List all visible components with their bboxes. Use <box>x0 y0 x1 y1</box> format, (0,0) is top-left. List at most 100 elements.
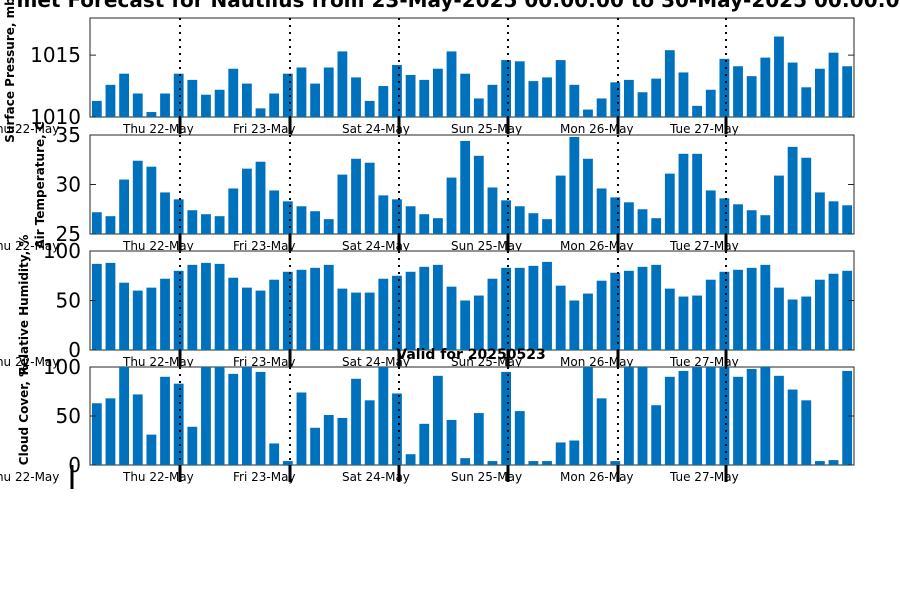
bar <box>160 278 170 350</box>
bar <box>814 68 825 117</box>
y-axis-label: Cloud Cover, % <box>17 365 31 465</box>
y-tick-label: 50 <box>56 289 81 313</box>
bar <box>187 210 198 234</box>
bar <box>351 378 361 465</box>
bar <box>787 389 798 465</box>
bar <box>173 73 184 117</box>
bar <box>419 214 430 234</box>
panels: 1010 1015 Thu 22-May Thu 22-May Fri 23-May Sa… <box>0 0 855 489</box>
bar <box>473 98 484 117</box>
panel-1: 1010 1015 Thu 22-May Thu 22-May Fri 23-May Sa… <box>0 0 855 143</box>
bar <box>378 195 389 234</box>
bar <box>487 461 498 465</box>
bar <box>678 153 689 234</box>
bar <box>719 367 730 465</box>
bar <box>255 161 266 234</box>
bar <box>705 89 716 117</box>
bar <box>774 287 784 350</box>
bar <box>801 400 812 465</box>
y-tick-label: 35 <box>56 123 81 147</box>
bar <box>746 210 757 234</box>
bar <box>542 461 552 465</box>
bar <box>241 168 252 234</box>
bar <box>392 393 402 465</box>
bar <box>555 442 566 465</box>
bar <box>419 79 430 118</box>
bar <box>678 370 689 465</box>
bar <box>583 367 593 465</box>
bar <box>501 267 512 350</box>
bar <box>91 212 102 234</box>
x-tick-label: Thu 22-May <box>122 239 194 253</box>
bar <box>432 375 443 465</box>
x-tick-label: Thu 22-May <box>0 470 59 484</box>
y-axis-label: Surface Pressure, mb <box>3 0 17 143</box>
bar <box>201 262 211 350</box>
x-tick-label: Thu 22-May <box>0 355 59 369</box>
bar <box>542 77 552 117</box>
bar <box>214 263 225 350</box>
x-tick-label: Fri 23-May <box>233 355 296 369</box>
bar <box>637 266 648 350</box>
bar <box>596 188 607 234</box>
x-tick-label: Thu 22-May <box>122 470 194 484</box>
bar <box>392 199 402 234</box>
bar <box>528 81 539 117</box>
bar <box>501 60 512 117</box>
bar <box>146 287 157 350</box>
bar <box>392 65 402 117</box>
bar <box>228 68 239 117</box>
bar <box>664 173 675 234</box>
x-tick-label: Thu 22-May <box>0 122 59 136</box>
bar <box>460 73 471 117</box>
x-tick-label: Fri 23-May <box>233 470 296 484</box>
bar <box>733 204 743 234</box>
x-tick-label: Sat 24-May <box>342 355 410 369</box>
bar <box>419 266 430 350</box>
bar <box>405 454 416 465</box>
y-axis-label: Air Temperature, C <box>33 121 47 249</box>
bar <box>228 277 239 350</box>
bar <box>596 98 607 117</box>
bar <box>692 153 703 234</box>
bar <box>801 157 812 234</box>
y-tick-label: 0 <box>68 453 81 477</box>
bar <box>787 299 798 350</box>
bar <box>596 280 607 350</box>
bar <box>146 166 157 234</box>
bar <box>487 278 498 350</box>
bar <box>446 177 457 234</box>
x-tick-label: Tue 27-May <box>669 355 739 369</box>
bar <box>282 201 293 234</box>
bar <box>296 67 307 117</box>
bar <box>364 162 375 234</box>
bar <box>514 267 525 350</box>
bar <box>310 427 321 465</box>
bar <box>310 83 321 117</box>
bar <box>774 36 784 118</box>
bar <box>364 292 375 350</box>
bar <box>596 398 607 465</box>
bar <box>146 434 157 465</box>
bar <box>514 411 525 465</box>
bar <box>814 279 825 350</box>
bar <box>296 206 307 234</box>
bar <box>610 197 621 234</box>
bar <box>610 461 621 465</box>
y-tick-label: 30 <box>56 173 81 197</box>
bar <box>787 146 798 234</box>
bar <box>528 265 539 350</box>
bar <box>705 367 716 465</box>
bar <box>446 419 457 465</box>
x-tick-label: Fri 23-May <box>233 239 296 253</box>
bar <box>132 160 143 234</box>
bar <box>842 370 853 465</box>
y-tick-label: 100 <box>43 355 81 379</box>
bar <box>583 293 593 350</box>
bar <box>774 175 784 234</box>
bar <box>432 264 443 350</box>
figure-title: met Forecast for Nautilus from 23-May-20… <box>17 0 900 12</box>
